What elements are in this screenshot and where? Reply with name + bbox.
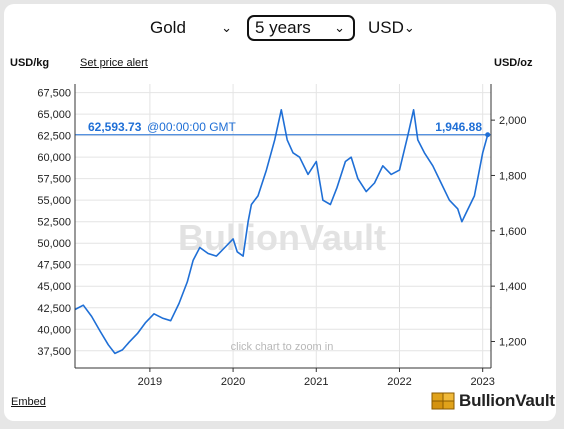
y-tick-label-left: 45,000 [37,281,71,293]
y-tick-label-left: 37,500 [37,346,71,358]
axis-layer: 37,500 40,000 42,500 45,000 47,500 50,000 52,5… [37,84,527,388]
x-tick-label: 2020 [221,376,245,388]
y-tick-label-left: 62,500 [37,131,71,143]
gold-bars-icon [431,392,455,410]
x-tick-label: 2022 [387,376,411,388]
x-tick-label: 2019 [138,376,162,388]
period-select[interactable]: 5 years ⌄ [247,15,355,41]
y-tick-label-left: 67,500 [37,88,71,100]
y-tick-label-left: 60,000 [37,152,71,164]
readout-time: @00:00:00 GMT [147,120,237,134]
right-axis-unit: USD/oz [494,57,533,69]
chevron-down-icon: ⌄ [403,20,415,35]
y-tick-label-right: 2,000 [499,115,527,127]
y-tick-label-left: 50,000 [37,238,71,250]
crosshair-layer: 62,593.73 @00:00:00 GMT 1,946.88 [75,120,491,138]
current-point-marker [485,132,491,138]
x-tick-label: 2021 [304,376,328,388]
y-tick-label-left: 52,500 [37,217,71,229]
y-tick-label-left: 57,500 [37,174,71,186]
readout-oz-value: 1,946.88 [435,120,482,134]
currency-select[interactable]: USD ⌄ [362,15,422,41]
metal-select[interactable]: Gold ⌄ [144,15,240,41]
y-tick-label-left: 65,000 [37,109,71,121]
y-tick-label-left: 55,000 [37,195,71,207]
grid-layer [75,84,491,368]
metal-select-value: Gold [150,18,186,37]
y-tick-label-right: 1,800 [499,170,527,182]
embed-link[interactable]: Embed [11,396,46,408]
zoom-hint-text: click chart to zoom in [231,341,334,353]
currency-select-value: USD [368,18,404,37]
watermark-text: BullionVault [178,217,386,258]
y-tick-label-left: 47,500 [37,260,71,272]
logo-text: BullionVault [459,391,555,410]
gold-price-chart[interactable]: BullionVault click chart to zoom in 62,5… [4,72,556,422]
left-axis-unit: USD/kg [10,57,50,69]
y-tick-label-left: 42,500 [37,303,71,315]
period-select-value: 5 years [255,18,311,37]
y-tick-label-left: 40,000 [37,324,71,336]
price-line [74,108,489,355]
chevron-down-icon: ⌄ [221,20,232,35]
y-tick-label-right: 1,400 [499,281,527,293]
set-price-alert-link[interactable]: Set price alert [80,57,148,69]
chevron-down-icon: ⌄ [334,20,345,35]
y-tick-label-right: 1,200 [499,336,527,348]
bullionvault-logo[interactable]: BullionVault [431,389,555,413]
y-tick-label-right: 1,600 [499,226,527,238]
series-layer [74,108,489,355]
x-tick-label: 2023 [470,376,494,388]
readout-kg-value: 62,593.73 [88,120,142,134]
chart-widget: Gold ⌄ 5 years ⌄ USD ⌄ USD/kg Set price … [4,4,556,421]
